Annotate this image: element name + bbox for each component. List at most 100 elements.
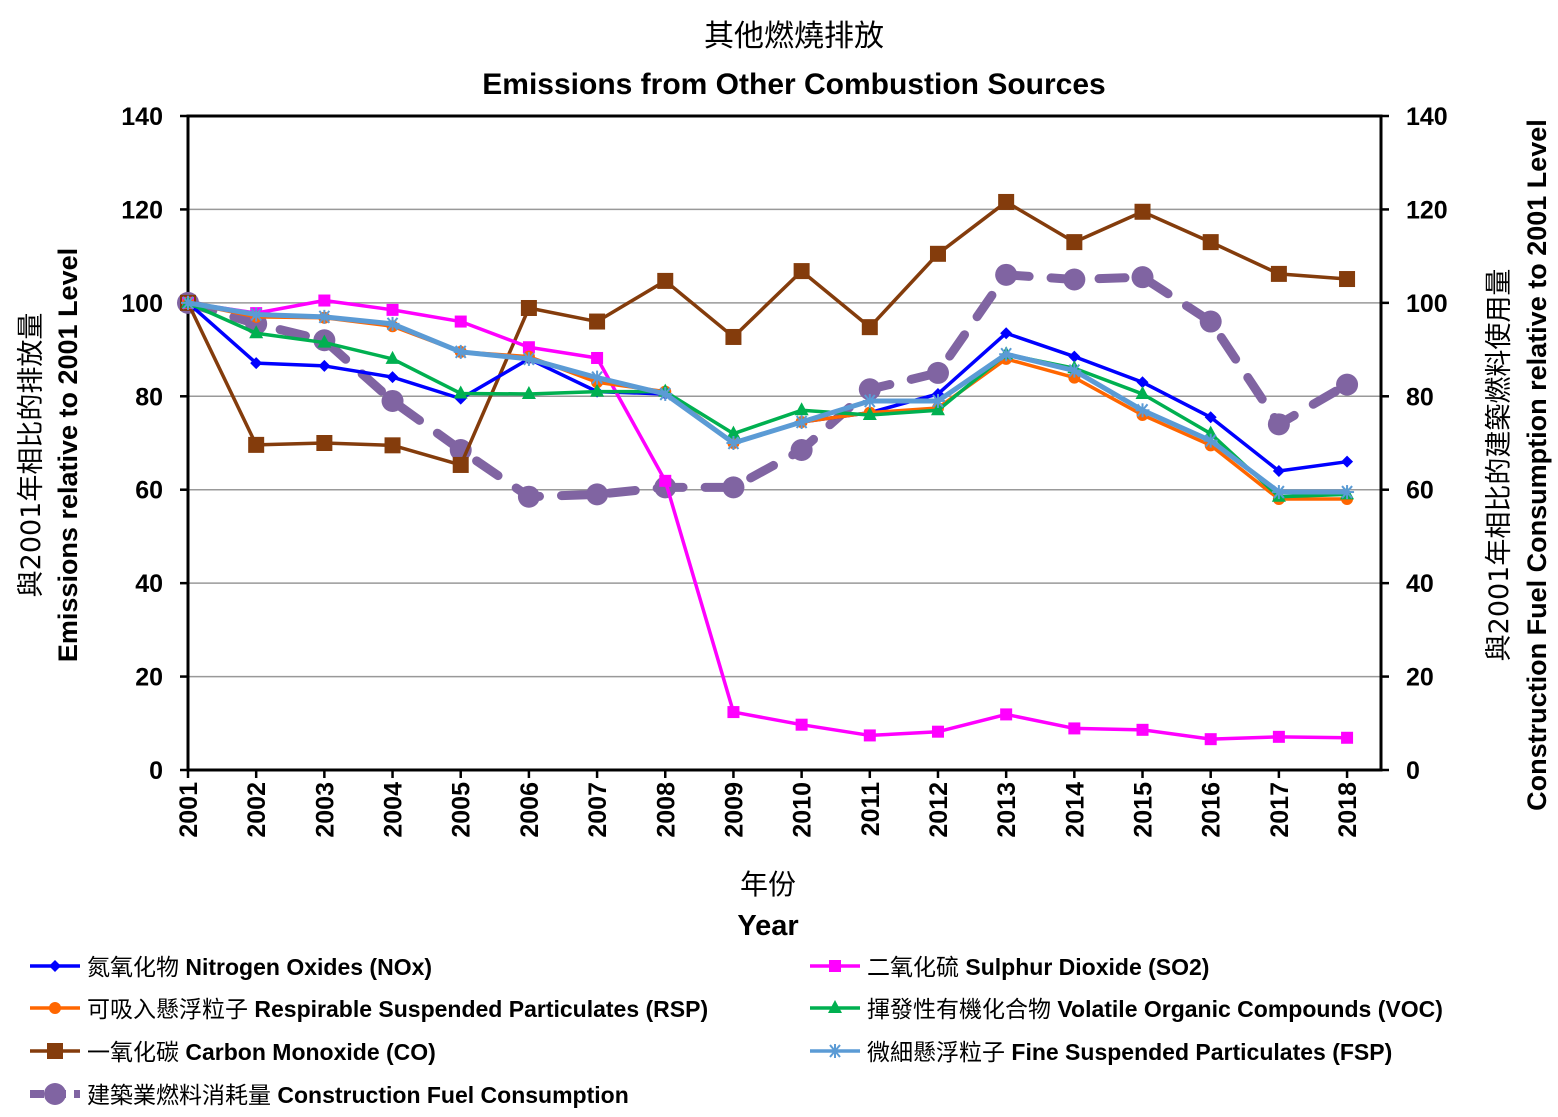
data-point-circle xyxy=(381,389,404,412)
y-tick-label: 60 xyxy=(135,477,163,505)
data-point-diamond xyxy=(1136,376,1149,389)
data-point-star xyxy=(794,414,809,429)
x-tick-label: 2010 xyxy=(789,782,817,838)
data-point-circle xyxy=(1267,413,1290,436)
data-point-circle xyxy=(790,439,813,462)
legend-item: 微細懸浮粒子 Fine Suspended Particulates (FSP) xyxy=(810,1039,1392,1066)
series-line xyxy=(186,298,1349,741)
y2-tick-label: 40 xyxy=(1406,570,1434,598)
x-tick-label: 2007 xyxy=(584,782,612,838)
data-point-square xyxy=(998,193,1015,210)
data-point-square xyxy=(47,1043,63,1059)
data-point-star xyxy=(1135,403,1150,418)
data-point-square xyxy=(1270,265,1287,282)
y-tick-label: 120 xyxy=(121,196,163,224)
series-line xyxy=(186,301,1349,499)
data-point-circle xyxy=(49,1002,61,1014)
data-point-star xyxy=(1340,485,1355,500)
data-point-square xyxy=(863,729,876,742)
data-point-diamond xyxy=(1204,411,1217,424)
data-point-triangle xyxy=(930,402,945,416)
data-point-star xyxy=(930,393,945,408)
series-sulphur-dioxide-so2 xyxy=(182,294,1354,746)
data-point-square xyxy=(248,436,265,453)
legend-label-en: Construction Fuel Consumption xyxy=(271,1082,629,1108)
data-point-square xyxy=(386,303,399,316)
x-tick-label: 2008 xyxy=(652,782,680,838)
x-tick-label: 2009 xyxy=(720,782,748,838)
series-line xyxy=(185,300,1350,495)
data-point-circle xyxy=(44,1083,66,1105)
data-point-circle xyxy=(926,361,949,384)
x-axis-label: Year xyxy=(737,910,798,942)
data-point-diamond xyxy=(250,357,263,370)
data-point-square xyxy=(795,718,808,731)
legend-label-zh: 氮氧化物 xyxy=(87,955,179,981)
x-tick-label: 2018 xyxy=(1334,782,1362,838)
data-point-diamond xyxy=(318,359,331,372)
legend-label-zh: 建築業燃料消耗量 xyxy=(87,1083,271,1109)
data-point-triangle xyxy=(590,383,605,397)
data-point-triangle xyxy=(249,325,264,339)
data-point-star xyxy=(249,307,264,322)
data-point-triangle xyxy=(862,406,877,420)
y-axis-label: Emissions relative to 2001 Level xyxy=(53,248,83,662)
x-tick-label: 2001 xyxy=(175,782,203,838)
data-point-circle xyxy=(722,476,745,499)
x-tick-label: 2003 xyxy=(311,782,339,838)
legend-label-zh: 二氧化硫 xyxy=(867,955,959,981)
y-tick-label: 80 xyxy=(135,383,163,411)
y2-tick-label: 20 xyxy=(1406,664,1434,692)
data-point-square xyxy=(454,315,467,328)
data-point-square xyxy=(384,437,401,454)
legend-label-en: Respirable Suspended Particulates (RSP) xyxy=(248,996,708,1022)
data-point-diamond xyxy=(386,371,399,384)
data-point-diamond xyxy=(1272,465,1285,478)
series-line xyxy=(186,200,1349,467)
chart-title: Emissions from Other Combustion Sources xyxy=(482,68,1105,101)
data-point-circle xyxy=(1063,268,1086,291)
data-point-star xyxy=(385,316,400,331)
axes: 0 0 20 20 40 40 60 60 80 80 100 100 120 120 140 140 2001… xyxy=(121,103,1447,838)
x-tick-label: 2002 xyxy=(243,782,271,838)
data-point-star xyxy=(658,386,673,401)
data-point-square xyxy=(793,263,810,280)
chart-title-zh: 其他燃燒排放 xyxy=(704,19,884,54)
data-point-square xyxy=(725,328,742,345)
x-axis-label-zh: 年份 xyxy=(740,868,796,901)
x-tick-label: 2015 xyxy=(1130,782,1158,838)
legend-label: 揮發性有機化合物 Volatile Organic Compounds (VOC… xyxy=(867,996,1443,1023)
data-point-square xyxy=(861,319,878,336)
data-point-square xyxy=(1066,234,1083,251)
legend-item: 二氧化硫 Sulphur Dioxide (SO2) xyxy=(810,954,1209,981)
legend-label-zh: 揮發性有機化合物 xyxy=(867,997,1051,1023)
y-tick-label: 40 xyxy=(135,570,163,598)
y-tick-label: 0 xyxy=(149,757,163,785)
data-point-triangle xyxy=(1135,385,1150,399)
plot-frame xyxy=(186,114,1383,772)
data-point-triangle xyxy=(521,385,536,399)
legend-label-zh: 一氧化碳 xyxy=(87,1040,179,1066)
x-tick-label: 2005 xyxy=(448,782,476,838)
x-tick-label: 2014 xyxy=(1061,782,1089,838)
x-tick-label: 2006 xyxy=(516,782,544,838)
data-point-square xyxy=(452,456,469,473)
y2-tick-label: 140 xyxy=(1406,103,1448,131)
data-point-square xyxy=(659,474,672,487)
data-point-star xyxy=(1271,485,1286,500)
legend-item: 可吸入懸浮粒子 Respirable Suspended Particulate… xyxy=(30,996,708,1023)
data-point-square xyxy=(589,313,606,330)
data-point-square xyxy=(727,706,740,719)
data-point-star xyxy=(453,344,468,359)
data-point-square xyxy=(318,294,331,307)
data-point-diamond xyxy=(1341,455,1354,468)
data-point-square xyxy=(657,272,674,289)
legend: 氮氧化物 Nitrogen Oxides (NOx) 二氧化硫 Sulphur D… xyxy=(30,954,1443,1109)
legend-label-en: Carbon Monoxide (CO) xyxy=(179,1039,436,1065)
data-point-star xyxy=(1203,433,1218,448)
series-fine-suspended-particulates-fsp xyxy=(181,295,1355,500)
data-point-diamond xyxy=(1068,350,1081,363)
data-point-square xyxy=(1204,733,1217,746)
x-tick-label: 2016 xyxy=(1198,782,1226,838)
